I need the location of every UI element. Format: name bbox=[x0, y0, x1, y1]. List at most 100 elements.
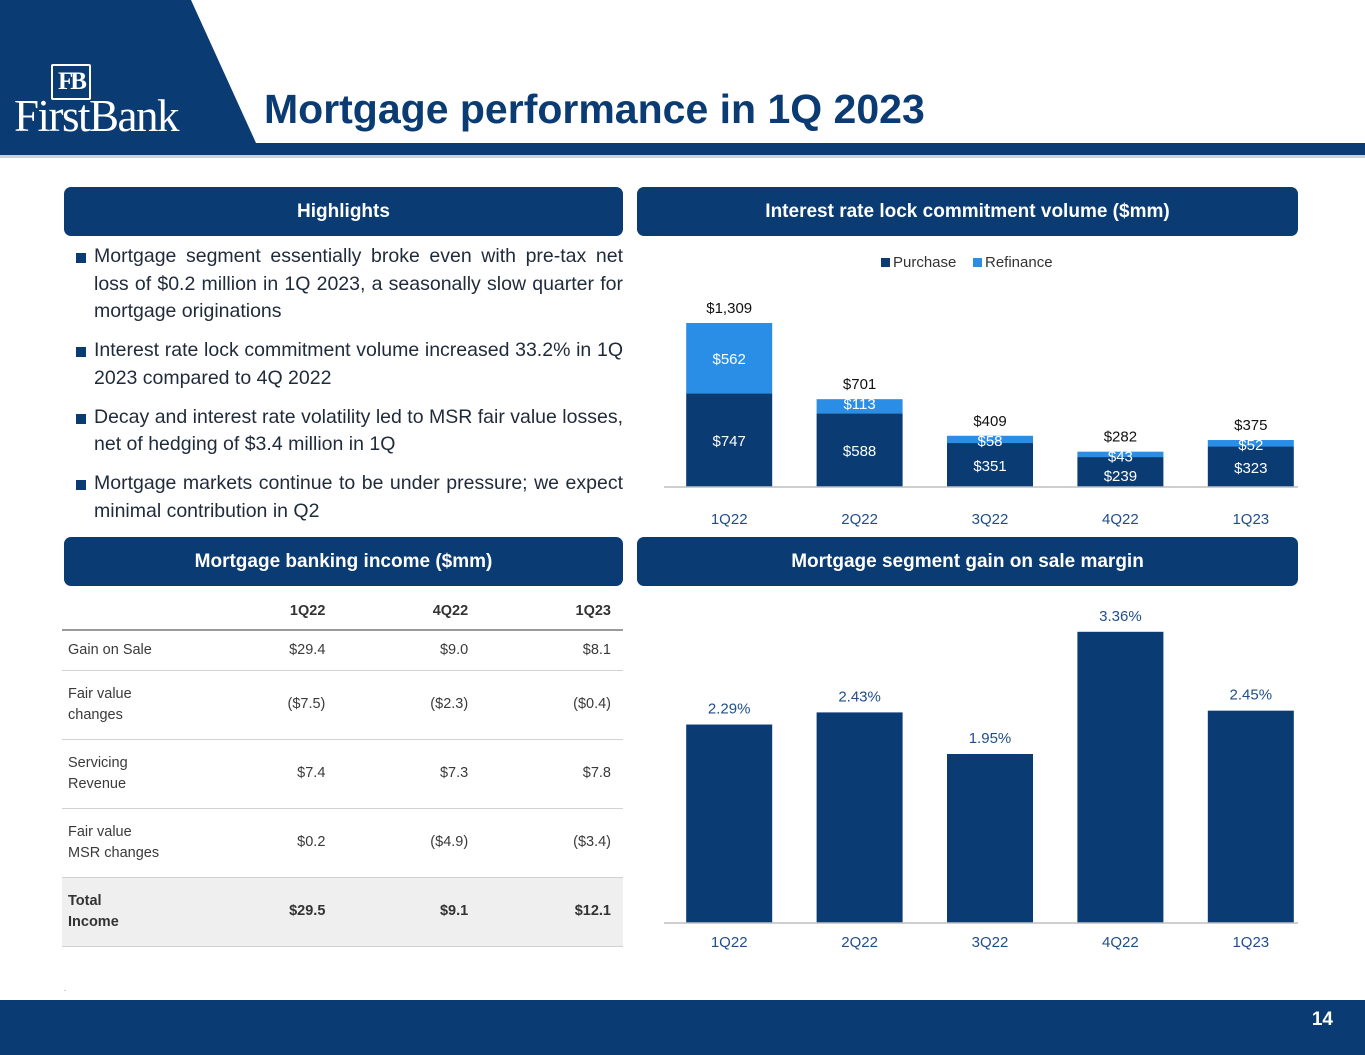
x-tick-label: 4Q22 bbox=[1102, 934, 1139, 951]
page-number: 14 bbox=[1311, 1009, 1333, 1030]
bar-purchase bbox=[816, 413, 903, 487]
header-banner bbox=[0, 0, 1365, 158]
cell-value: ($7.5) bbox=[194, 670, 338, 740]
highlight-bullet: Mortgage segment essentially broke even … bbox=[74, 243, 623, 326]
row-label: Fair value changes bbox=[62, 670, 195, 740]
column-header: 1Q22 bbox=[194, 592, 338, 631]
legend-label-refinance: Refinance bbox=[985, 254, 1053, 271]
highlight-bullet: Decay and interest rate volatility led t… bbox=[74, 404, 623, 459]
cell-value: $7.8 bbox=[480, 739, 623, 809]
bar-margin bbox=[816, 712, 903, 923]
x-tick-label: 1Q22 bbox=[711, 511, 748, 528]
irlc-stacked-bar-chart: Purchase Refinance $747 $562 $1,309 1Q22 $588 $… bbox=[664, 254, 1298, 528]
data-label-total: $1,309 bbox=[706, 300, 752, 317]
table-row: Gain on Sale $29.4 $9.0 $8.1 bbox=[62, 630, 623, 671]
highlight-bullet: Mortgage markets continue to be under pr… bbox=[74, 470, 623, 525]
cell-value: ($0.4) bbox=[480, 670, 623, 740]
table-row: Fair value changes ($7.5) ($2.3) ($0.4) bbox=[62, 670, 623, 740]
table-row: Fair value MSR changes $0.2 ($4.9) ($3.4) bbox=[62, 808, 623, 878]
logo-monogram: FB bbox=[51, 64, 91, 100]
cell-value: ($4.9) bbox=[337, 808, 481, 878]
row-label: Fair value MSR changes bbox=[62, 808, 195, 878]
data-label-margin: 2.43% bbox=[838, 688, 881, 705]
highlight-bullet: Interest rate lock commitment volume inc… bbox=[74, 337, 623, 392]
bar-margin bbox=[686, 724, 773, 923]
logo-wordmark: FirstBank bbox=[14, 91, 180, 141]
data-label-total: $701 bbox=[843, 376, 876, 393]
data-label-refinance: $113 bbox=[843, 396, 875, 413]
cell-value: ($3.4) bbox=[480, 808, 623, 878]
data-label-refinance: $58 bbox=[977, 433, 1002, 450]
data-label-purchase: $747 bbox=[713, 433, 746, 450]
data-label-refinance: $562 bbox=[713, 351, 746, 368]
footer-bar: 14 bbox=[0, 1000, 1365, 1055]
data-label-margin: 2.29% bbox=[708, 701, 751, 718]
row-label-line: Servicing bbox=[68, 754, 128, 771]
cell-value: $7.4 bbox=[194, 739, 338, 809]
cell-value: $29.5 bbox=[194, 877, 338, 947]
legend-swatch-purchase bbox=[881, 258, 890, 267]
table-corner bbox=[62, 592, 195, 631]
row-label: Total Income bbox=[62, 877, 195, 947]
firstbank-logo[interactable]: FB FirstBank bbox=[14, 64, 214, 140]
row-label-line: changes bbox=[68, 706, 123, 723]
highlights-header: Highlights bbox=[64, 187, 623, 236]
data-label-margin: 3.36% bbox=[1099, 608, 1142, 625]
cell-value: $8.1 bbox=[480, 630, 623, 671]
bar-refinance bbox=[1077, 451, 1164, 458]
bar-margin bbox=[947, 754, 1033, 923]
column-header: 4Q22 bbox=[337, 592, 481, 631]
table-row: Servicing Revenue $7.4 $7.3 $7.8 bbox=[62, 739, 623, 809]
x-tick-label: 2Q22 bbox=[841, 934, 878, 951]
data-label-margin: 1.95% bbox=[969, 730, 1012, 747]
cell-value: $29.4 bbox=[194, 630, 338, 671]
data-label-purchase: $239 bbox=[1104, 468, 1137, 485]
cell-value: $7.3 bbox=[337, 739, 481, 809]
footnote-mark: . bbox=[64, 984, 67, 993]
data-label-purchase: $588 bbox=[843, 443, 876, 460]
legend-label-purchase: Purchase bbox=[893, 254, 956, 271]
data-label-refinance: $43 bbox=[1108, 449, 1133, 466]
cell-value: $9.0 bbox=[337, 630, 481, 671]
data-label-total: $409 bbox=[973, 413, 1006, 430]
bar-refinance bbox=[816, 399, 903, 414]
table-total-row: Total Income $29.5 $9.1 $12.1 bbox=[62, 877, 623, 947]
bar-purchase bbox=[1207, 446, 1294, 487]
row-label: Servicing Revenue bbox=[62, 739, 195, 809]
x-tick-label: 3Q22 bbox=[972, 934, 1009, 951]
income-table-header: Mortgage banking income ($mm) bbox=[64, 537, 623, 586]
cell-value: $12.1 bbox=[480, 877, 623, 947]
data-label-refinance: $52 bbox=[1238, 437, 1263, 454]
x-tick-label: 4Q22 bbox=[1102, 511, 1139, 528]
table-header-row: 1Q22 4Q22 1Q23 bbox=[62, 592, 623, 631]
bar-refinance bbox=[686, 323, 773, 394]
data-label-purchase: $323 bbox=[1234, 460, 1267, 477]
page-title: Mortgage performance in 1Q 2023 bbox=[264, 86, 925, 132]
row-label-line: Fair value bbox=[68, 685, 132, 702]
x-tick-label: 1Q22 bbox=[711, 934, 748, 951]
highlights-list: Mortgage segment essentially broke even … bbox=[74, 243, 623, 537]
bar-margin bbox=[1077, 631, 1164, 923]
data-label-total: $282 bbox=[1104, 429, 1137, 446]
bar-refinance bbox=[1207, 440, 1294, 447]
data-label-total: $375 bbox=[1234, 417, 1267, 434]
bar-purchase bbox=[686, 393, 773, 487]
data-label-purchase: $351 bbox=[973, 458, 1006, 475]
mortgage-income-table: 1Q22 4Q22 1Q23 Gain on Sale $29.4 $9.0 $… bbox=[62, 592, 623, 947]
row-label-line: MSR changes bbox=[68, 844, 160, 861]
margin-chart-header: Mortgage segment gain on sale margin bbox=[637, 537, 1298, 586]
x-tick-label: 1Q23 bbox=[1232, 934, 1269, 951]
x-tick-label: 1Q23 bbox=[1232, 511, 1269, 528]
data-label-margin: 2.45% bbox=[1230, 687, 1273, 704]
x-tick-label: 2Q22 bbox=[841, 511, 878, 528]
bar-purchase bbox=[1077, 457, 1164, 487]
bar-refinance bbox=[947, 435, 1033, 444]
cell-value: $9.1 bbox=[337, 877, 481, 947]
bar-margin bbox=[1207, 710, 1294, 923]
cell-value: $0.2 bbox=[194, 808, 338, 878]
gain-on-sale-margin-chart: 2.29% 1Q22 2.43% 2Q22 1.95% 3Q22 3.36% 4Q22 2.45… bbox=[664, 608, 1298, 951]
legend-swatch-refinance bbox=[973, 258, 982, 267]
cell-value: ($2.3) bbox=[337, 670, 481, 740]
bar-purchase bbox=[947, 443, 1033, 487]
row-label-line: Income bbox=[68, 913, 119, 930]
